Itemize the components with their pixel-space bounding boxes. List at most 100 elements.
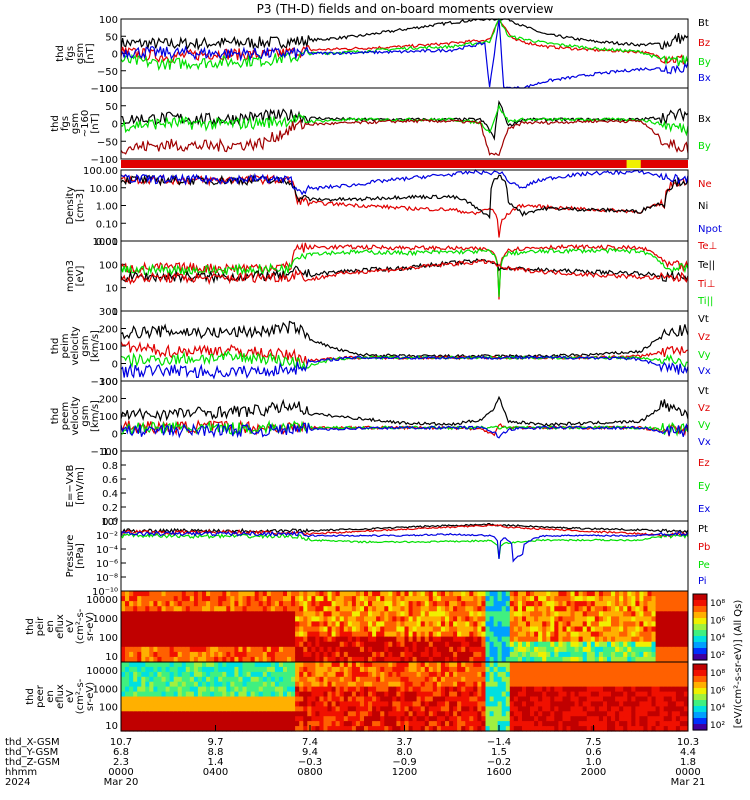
spectrogram-cell (432, 706, 438, 712)
spectrogram-cell (214, 662, 219, 668)
spectrogram-cell (364, 716, 369, 722)
spectrogram-cell (461, 662, 466, 668)
spectrogram-cell (453, 696, 458, 702)
spectrogram-cell (343, 711, 349, 717)
spectrogram-cell (578, 716, 584, 722)
spectrogram-cell (558, 601, 563, 607)
spectrogram-cell (659, 686, 665, 693)
spectrogram-cell (667, 726, 673, 732)
spectrogram-cell (254, 621, 260, 628)
spectrogram-cell (598, 601, 604, 607)
spectrogram-cell (173, 716, 179, 722)
spectrogram-cell (238, 596, 243, 602)
spectrogram-cell (197, 686, 203, 693)
spectrogram-cell (554, 616, 559, 623)
spectrogram-cell (376, 721, 381, 727)
spectrogram-cell (501, 681, 507, 688)
spectrogram-cell (530, 681, 535, 688)
spectrogram-cell (526, 656, 531, 663)
spectrogram-cell (675, 666, 681, 673)
spectrogram-cell (202, 636, 207, 643)
spectrogram-cell (607, 641, 612, 648)
spectrogram-cell (315, 676, 320, 683)
spectrogram-cell (384, 646, 389, 653)
spectrogram-cell (274, 711, 280, 717)
spectrogram-cell (202, 706, 207, 712)
spectrogram-cell (278, 621, 284, 628)
spectrogram-cell (173, 606, 179, 612)
spectrogram-cell (509, 721, 515, 727)
spectrogram-cell (489, 716, 495, 722)
spectrogram-cell (501, 662, 507, 668)
spectrogram-cell (234, 631, 239, 638)
spectrogram-cell (161, 726, 167, 732)
spectrogram-cell (299, 726, 304, 732)
spectrogram-cell (598, 696, 604, 702)
spectrogram-cell (177, 701, 183, 707)
spectrogram-cell (440, 606, 446, 612)
spectrogram-cell (526, 601, 531, 607)
spectrogram-cell (396, 631, 401, 638)
spectrogram-cell (432, 662, 438, 668)
spectrogram-cell (392, 662, 397, 668)
spectrogram-cell (347, 676, 353, 683)
spectrogram-cell (598, 636, 604, 643)
spectrogram-cell (582, 611, 588, 617)
spectrogram-cell (623, 676, 628, 683)
spectrogram-cell (505, 696, 511, 702)
spectrogram-cell (202, 591, 207, 597)
spectrogram-cell (538, 691, 543, 698)
spectrogram-cell (351, 591, 357, 597)
spectrogram-cell (481, 601, 486, 607)
spectrogram-cell (392, 716, 397, 722)
spectrogram-cell (675, 706, 681, 712)
spectrogram-cell (258, 681, 264, 688)
spectrogram-cell (303, 676, 308, 683)
spectrogram-cell (603, 721, 608, 727)
spectrogram-cell (461, 701, 466, 707)
spectrogram-cell (141, 666, 146, 673)
spectrogram-cell (493, 706, 499, 712)
spectrogram-cell (501, 696, 507, 702)
spectrogram-cell (319, 662, 324, 668)
spectrogram-cell (534, 662, 539, 668)
spectrogram-cell (582, 662, 588, 668)
spectrogram-cell (197, 606, 203, 612)
spectrogram-cell (189, 641, 195, 648)
spectrogram-cell (351, 651, 357, 658)
spectrogram-cell (303, 651, 308, 658)
spectrogram-cell (137, 676, 142, 683)
spectrogram-cell (274, 662, 280, 668)
spectrogram-cell (651, 716, 657, 722)
spectrogram-cell (603, 662, 608, 668)
spectrogram-cell (615, 646, 620, 653)
spectrogram-cell (505, 711, 511, 717)
spectrogram-cell (623, 651, 628, 658)
spectrogram-cell (473, 686, 478, 693)
spectrogram-cell (562, 621, 568, 628)
spectrogram-cell (266, 681, 272, 688)
spectrogram-cell (222, 596, 227, 602)
spectrogram-cell (432, 666, 438, 673)
spectrogram-cell (461, 626, 466, 633)
spectrogram-cell (327, 611, 333, 617)
spectrogram-cell (615, 666, 620, 673)
spectrogram-cell (445, 711, 450, 717)
spectrogram-cell (206, 721, 211, 727)
spectrogram-cell (258, 641, 264, 648)
spectrogram-cell (177, 606, 183, 612)
spectrogram-cell (607, 681, 612, 688)
spectrogram-cell (465, 606, 470, 612)
spectrogram-cell (270, 591, 276, 597)
spectrogram-cell (546, 726, 551, 732)
spectrogram-cell (570, 626, 576, 633)
spectrogram-cell (254, 606, 260, 612)
spectrogram-cell (412, 631, 418, 638)
spectrogram-cell (133, 636, 138, 643)
spectrogram-cell (582, 641, 588, 648)
spectrogram-cell (408, 696, 414, 702)
spectrogram-cell (546, 611, 551, 617)
spectrogram-cell (420, 681, 426, 688)
spectrogram-cell (554, 651, 559, 658)
spectrogram-cell (210, 662, 215, 668)
